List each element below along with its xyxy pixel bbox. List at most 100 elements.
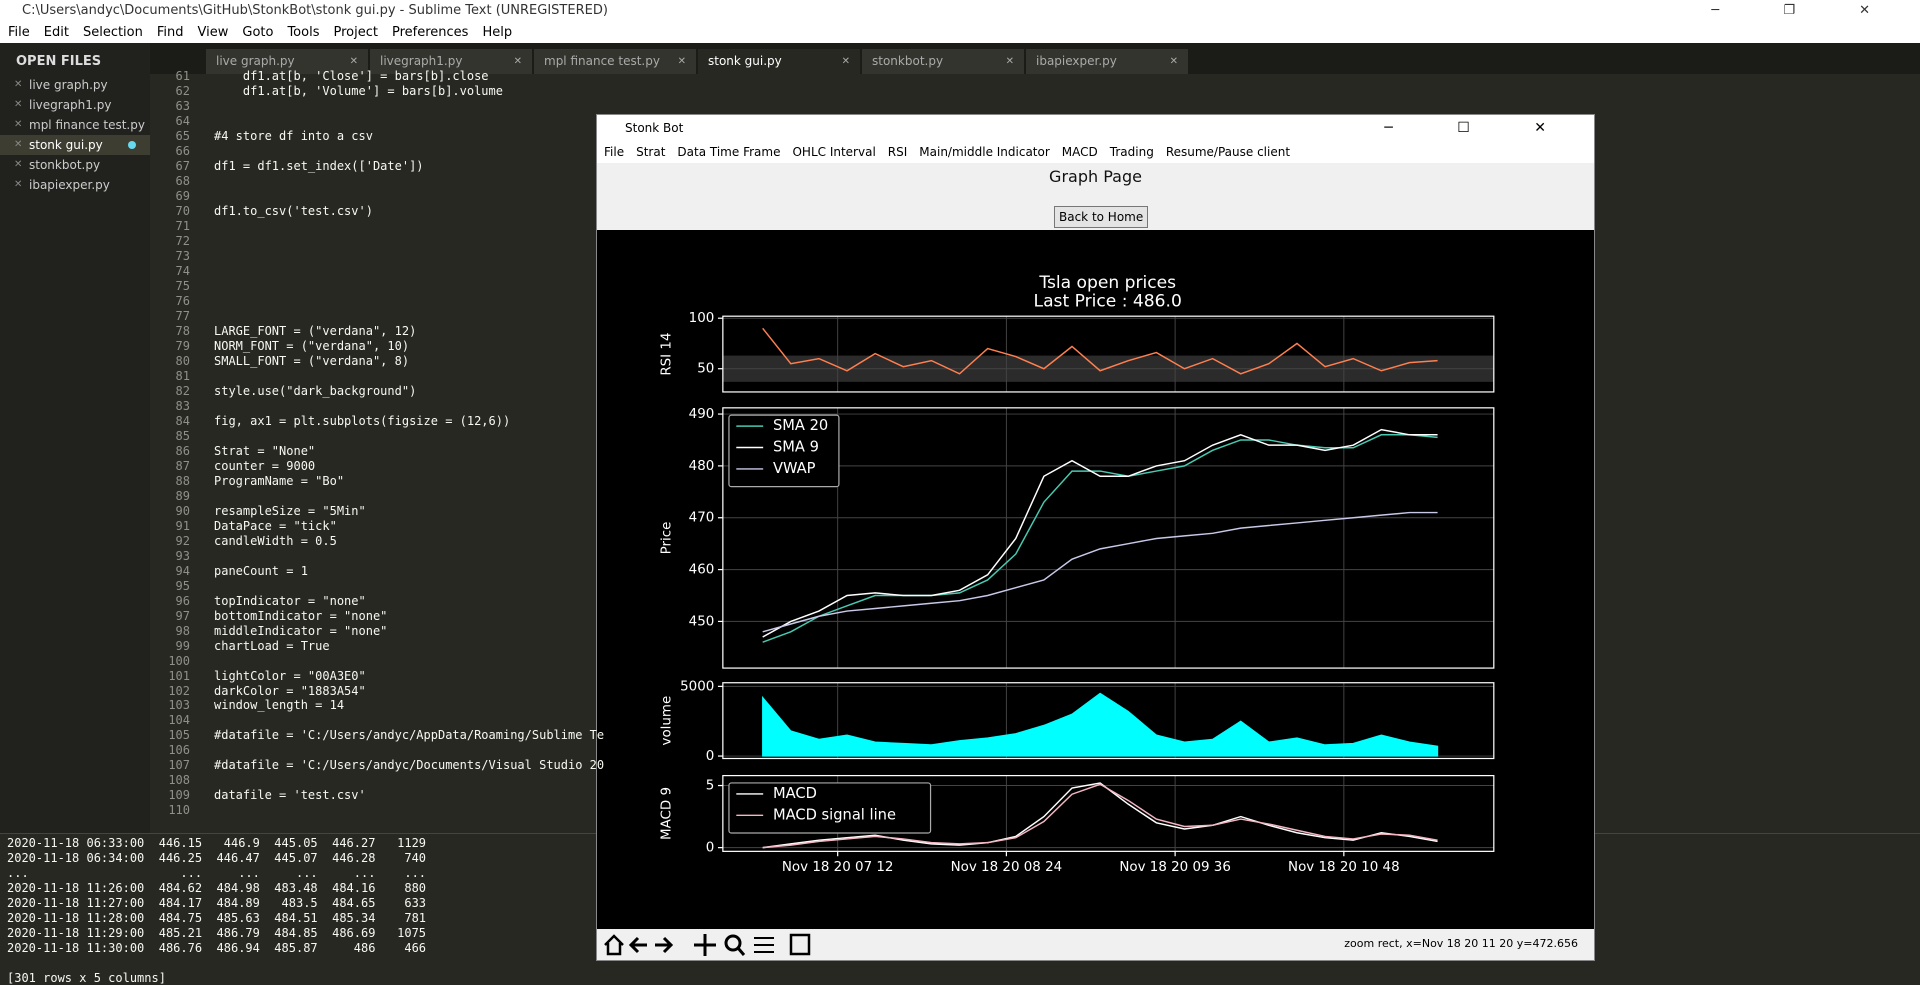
console-line: 2020-11-18 11:30:00 486.76 486.94 485.87… xyxy=(7,941,427,955)
app-menu-item[interactable]: OHLC Interval xyxy=(792,145,876,159)
line-number: 106 xyxy=(168,743,190,758)
app-menu-item[interactable]: MACD xyxy=(1061,145,1098,159)
file-name: stonk gui.py xyxy=(29,138,103,152)
app-menu-item[interactable]: Main/middle Indicator xyxy=(919,145,1050,159)
code-line: df1.to_csv('test.csv') xyxy=(214,203,373,218)
code-line: candleWidth = 0.5 xyxy=(214,533,337,548)
line-number: 73 xyxy=(175,248,190,263)
zoom-icon[interactable] xyxy=(724,934,742,952)
legend-label: SMA 9 xyxy=(773,439,819,456)
line xyxy=(762,434,1438,643)
y-axis-label: volume xyxy=(659,696,674,746)
pan-icon[interactable] xyxy=(694,934,716,956)
tab-label: stonk gui.py xyxy=(708,54,782,68)
code-line: Strat = "None" xyxy=(214,443,316,458)
console-line: 2020-11-18 11:29:00 485.21 486.79 484.85… xyxy=(7,926,427,940)
menu-item[interactable]: File xyxy=(8,25,30,40)
line-number: 99 xyxy=(175,638,190,653)
app-menu-item[interactable]: RSI xyxy=(887,145,908,159)
code-line: datafile = 'test.csv' xyxy=(214,788,366,803)
app-menu-item[interactable]: Data Time Frame xyxy=(677,145,781,159)
tab[interactable]: live graph.py ✕ xyxy=(206,49,368,74)
line-number: 103 xyxy=(168,698,190,713)
line-number: 67 xyxy=(175,158,190,173)
file-row[interactable]: ✕ stonkbot.py xyxy=(0,155,150,175)
line-number: 85 xyxy=(175,428,190,443)
code-line: bottomIndicator = "none" xyxy=(214,608,388,623)
menu-item[interactable]: Tools xyxy=(287,25,320,40)
save-icon[interactable] xyxy=(789,933,811,956)
y-tick-label: 0 xyxy=(706,841,715,856)
line-number: 96 xyxy=(175,593,190,608)
line-number: 97 xyxy=(175,608,190,623)
app-menu-item[interactable]: File xyxy=(604,145,625,159)
app-menu-item[interactable]: Strat xyxy=(636,145,666,159)
y-axis-label: RSI 14 xyxy=(659,332,674,375)
line-number: 110 xyxy=(168,803,190,818)
axes-frame xyxy=(722,682,1495,760)
back-icon[interactable] xyxy=(628,936,647,954)
tab-label: mpl finance test.py xyxy=(544,54,660,68)
y-tick-label: 100 xyxy=(689,311,715,326)
configure-icon[interactable] xyxy=(754,937,774,953)
menu-item[interactable]: Goto xyxy=(242,25,274,40)
file-row[interactable]: ✕ live graph.py xyxy=(0,75,150,95)
file-row[interactable]: ✕ mpl finance test.py xyxy=(0,115,150,135)
tab-close: ✕ xyxy=(677,56,686,67)
close-icon: ✕ xyxy=(14,139,23,150)
code-line: NORM_FONT = ("verdana", 10) xyxy=(214,338,410,353)
legend-label: MACD signal line xyxy=(773,806,896,823)
file-row[interactable]: ✕ livegraph1.py xyxy=(0,95,150,115)
line-number: 72 xyxy=(175,233,190,248)
line-number: 81 xyxy=(175,368,190,383)
code-line: df1.at[b, 'Volume'] = bars[b].volume xyxy=(214,83,503,98)
app-title-bar: Stonk Bot ─ ☐ ✕ xyxy=(597,115,1594,142)
code-line: df1.at[b, 'Close'] = bars[b].close xyxy=(214,69,489,83)
file-row[interactable]: ✕ ibapiexper.py xyxy=(0,175,150,195)
line-number: 78 xyxy=(175,323,190,338)
app-menu-item[interactable]: Resume/Pause client xyxy=(1165,145,1291,159)
line-number: 69 xyxy=(175,188,190,203)
line xyxy=(762,428,1438,638)
chart-title: Tsla open prices xyxy=(1038,273,1176,293)
line-number: 61 xyxy=(175,69,190,83)
home-icon[interactable] xyxy=(604,934,624,956)
line-number: 104 xyxy=(168,713,190,728)
legend-box xyxy=(728,782,932,834)
line xyxy=(762,783,1438,849)
tab[interactable]: livegraph1.py ✕ xyxy=(370,49,532,74)
menu-item[interactable]: Edit xyxy=(43,25,69,40)
y-tick-label: 5 xyxy=(706,779,715,794)
menu-item[interactable]: Help xyxy=(482,25,513,40)
menu-item[interactable]: Project xyxy=(333,25,378,40)
tab[interactable]: stonk gui.py ✕ xyxy=(698,49,860,74)
tab-label: livegraph1.py xyxy=(380,54,463,68)
app-window-controls[interactable]: ─ ☐ ✕ xyxy=(1384,120,1576,136)
code-line: topIndicator = "none" xyxy=(214,593,366,608)
close-icon: ✕ xyxy=(14,99,23,110)
console-line: 2020-11-18 11:27:00 484.17 484.89 483.5 … xyxy=(7,896,427,910)
menu-item[interactable]: Find xyxy=(156,25,184,40)
y-tick-label: 0 xyxy=(706,749,715,764)
window-controls[interactable]: ─ ❐ ✕ xyxy=(1711,3,1900,18)
app-menu-item[interactable]: Trading xyxy=(1109,145,1154,159)
y-tick-label: 490 xyxy=(689,407,715,422)
tab[interactable]: ibapiexper.py ✕ xyxy=(1026,49,1188,74)
line-number: 98 xyxy=(175,623,190,638)
line-number: 91 xyxy=(175,518,190,533)
menu-bar: File Edit Selection Find View Goto Tools Projec… xyxy=(0,22,1920,43)
chart-subtitle: Last Price : 486.0 xyxy=(1034,292,1182,312)
forward-icon[interactable] xyxy=(655,936,674,954)
line-number: 109 xyxy=(168,788,190,803)
tab[interactable]: mpl finance test.py ✕ xyxy=(534,49,696,74)
line-number: 84 xyxy=(175,413,190,428)
code-line: chartLoad = True xyxy=(214,638,330,653)
line-number: 89 xyxy=(175,488,190,503)
back-button[interactable]: Back to Home xyxy=(1054,206,1149,228)
file-row[interactable]: ✕ stonk gui.py xyxy=(0,135,150,155)
menu-item[interactable]: View xyxy=(197,25,229,40)
menu-item[interactable]: Selection xyxy=(82,25,143,40)
menu-item[interactable]: Preferences xyxy=(391,25,469,40)
tab[interactable]: stonkbot.py ✕ xyxy=(862,49,1024,74)
code-line: fig, ax1 = plt.subplots(figsize = (12,6)… xyxy=(214,413,511,428)
